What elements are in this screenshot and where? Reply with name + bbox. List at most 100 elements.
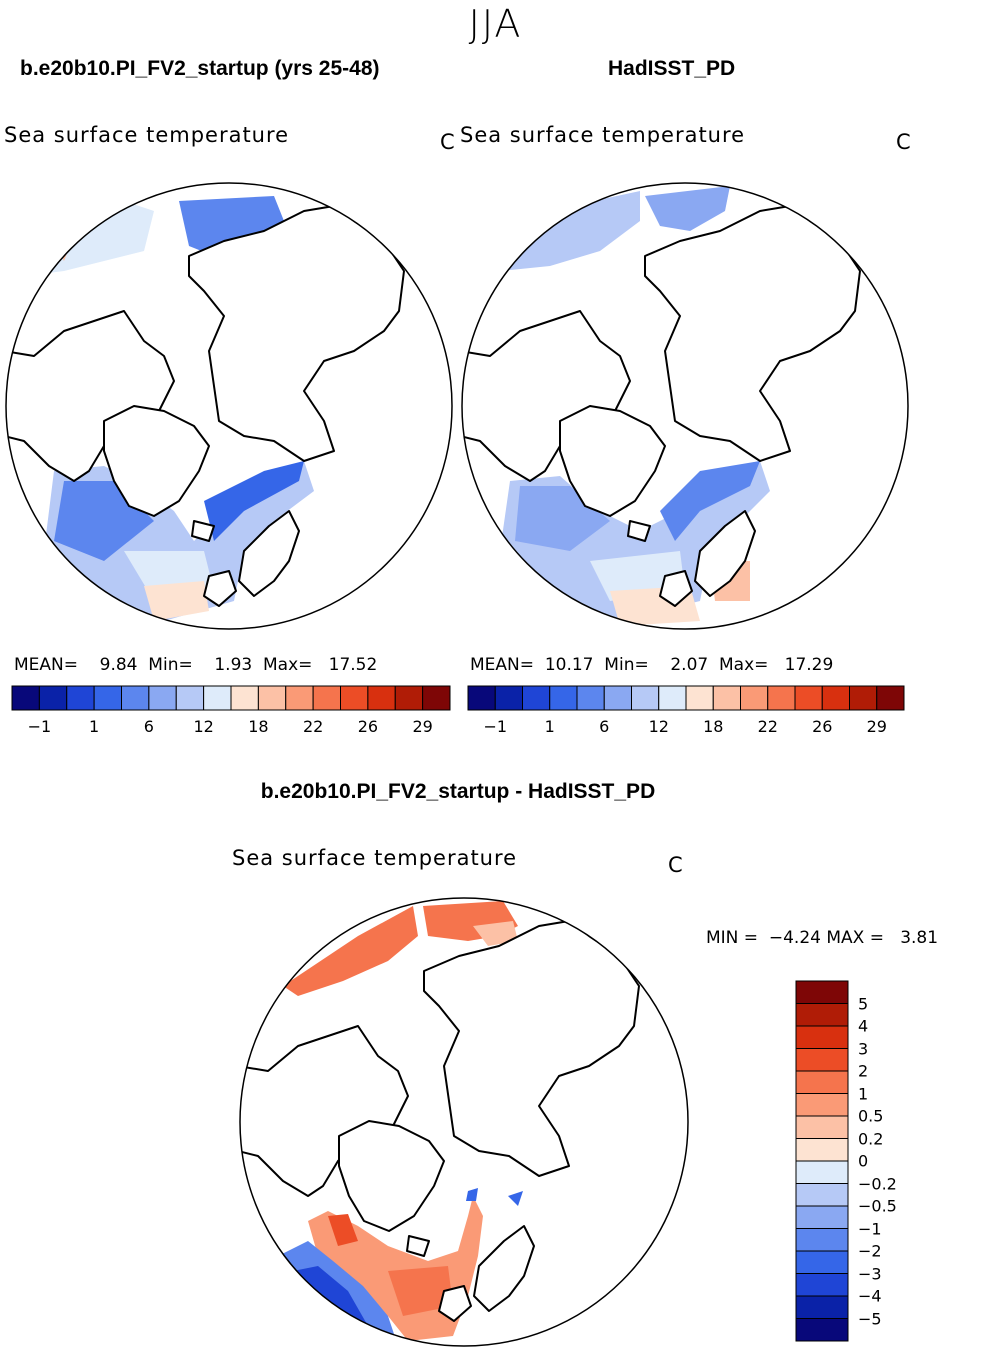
colorbar-swatch [230, 685, 259, 711]
panel1-min-value: 1.93 [214, 655, 253, 675]
colorbar-swatch [876, 685, 905, 711]
panel2-case-title: HadISST_PD [608, 57, 736, 80]
difference-colorbar-tick-label: 2 [858, 1061, 869, 1081]
panel2-pacific-sst [500, 191, 640, 271]
difference-colorbar-tick-label: 0.2 [858, 1129, 884, 1148]
panel1-mean-value: 9.84 [99, 655, 138, 675]
colorbar-swatch [794, 685, 823, 711]
colorbar-tick-label: 29 [412, 717, 433, 736]
colorbar-tick-label: 18 [248, 717, 269, 736]
colorbar-swatch [494, 685, 523, 711]
colorbar-tick-label: 6 [599, 717, 610, 736]
panel1-map-border [5, 182, 453, 630]
colorbar-swatch [522, 685, 551, 711]
colorbar-tick-label: 26 [357, 717, 379, 736]
panel1-stats: MEAN= 9.84 Min= 1.93 Max= 17.52 [14, 655, 377, 675]
difference-colorbar-swatch [795, 1003, 849, 1027]
colorbar-tick-label: 12 [648, 717, 669, 736]
difference-colorbar-swatch [795, 980, 849, 1004]
difference-colorbar-swatch [795, 1273, 849, 1297]
panel2-colorbar-ticks: −1 1 6 12 18 22 26 29 [468, 717, 904, 737]
colorbar-swatch [603, 685, 632, 711]
panel2-units: C [896, 130, 911, 154]
difference-max-label: MAX = [826, 928, 884, 948]
difference-colorbar-swatch [795, 1138, 849, 1162]
difference-min-label: MIN = [706, 928, 759, 948]
panel2-max-label: Max= [719, 655, 769, 675]
difference-colorbar-tick-label: 0.5 [858, 1106, 884, 1126]
panel2-mean-label: MEAN= [470, 655, 534, 675]
colorbar-swatch [66, 685, 95, 711]
difference-colorbar-swatch [795, 1093, 849, 1117]
panel1-mean-label: MEAN= [14, 655, 78, 675]
difference-min-value: −4.24 [768, 928, 821, 948]
difference-colorbar-swatch [795, 1228, 849, 1252]
difference-colorbar-swatch [795, 1025, 849, 1049]
colorbar-swatch [175, 685, 205, 711]
panel2-field-name: Sea surface temperature [460, 123, 746, 147]
difference-colorbar-swatch [795, 1160, 849, 1184]
difference-minmax: MIN = −4.24 MAX = 3.81 [706, 928, 938, 948]
difference-colorbar [795, 980, 849, 1342]
colorbar-swatch [467, 685, 496, 711]
colorbar-swatch [203, 685, 232, 711]
panel1-max-label: Max= [263, 655, 313, 675]
difference-colorbar-tick-label: −4 [858, 1286, 882, 1306]
colorbar-tick-label: 1 [89, 717, 100, 736]
difference-colorbar-swatch [795, 1183, 849, 1207]
colorbar-swatch [285, 685, 314, 711]
colorbar-swatch [740, 685, 769, 711]
colorbar-swatch [849, 685, 878, 711]
difference-colorbar-swatch [795, 1048, 849, 1072]
difference-colorbar-tick-label: 5 [858, 994, 869, 1013]
panel1-max-value: 17.52 [328, 655, 378, 675]
colorbar-swatch [367, 685, 396, 711]
difference-colorbar-tick-label: −0.2 [858, 1174, 897, 1193]
difference-colorbar-tick-label: 0 [858, 1151, 869, 1171]
panel1-min-label: Min= [148, 655, 193, 675]
panel2-min-label: Min= [604, 655, 649, 675]
colorbar-swatch [257, 685, 287, 711]
difference-polar-map [239, 897, 689, 1347]
colorbar-swatch [631, 685, 660, 711]
difference-colorbar-ticks: 5 4 3 2 1 0.5 0.2 0 −0.2 −0.5 −1 −2 −3 −4 −5 [858, 981, 918, 1341]
difference-colorbar-tick-label: −0.5 [858, 1196, 897, 1216]
difference-greenland [338, 1120, 445, 1232]
colorbar-swatch [767, 685, 796, 711]
colorbar-swatch [38, 685, 68, 711]
colorbar-swatch [11, 685, 40, 711]
panel1-field-name: Sea surface temperature [4, 123, 290, 147]
panel1-colorbar-ticks: −1 1 6 12 18 22 26 29 [12, 717, 450, 737]
colorbar-swatch [121, 685, 150, 711]
colorbar-swatch [148, 685, 177, 711]
difference-colorbar-swatch [795, 1250, 849, 1274]
panel1-units: C [440, 130, 455, 154]
difference-colorbar-swatch [795, 1295, 849, 1319]
colorbar-swatch [422, 685, 451, 711]
panel1-bering-sst [179, 196, 284, 256]
difference-colorbar-tick-label: 3 [858, 1039, 869, 1058]
colorbar-swatch [549, 685, 578, 711]
panel1-greenland [103, 405, 210, 517]
colorbar-tick-label: 22 [757, 717, 778, 736]
colorbar-swatch [394, 685, 424, 711]
difference-colorbar-tick-label: 4 [858, 1016, 869, 1036]
panel1-case-title: b.e20b10.PI_FV2_startup (yrs 25-48) [20, 57, 380, 80]
colorbar-tick-label: 29 [866, 717, 887, 736]
difference-max-value: 3.81 [900, 928, 939, 948]
colorbar-tick-label: 1 [544, 717, 555, 736]
difference-colorbar-swatch [795, 1205, 849, 1229]
panel2-max-value: 17.29 [784, 655, 834, 675]
difference-field-name: Sea surface temperature [232, 846, 518, 870]
panel2-colorbar [467, 685, 905, 711]
difference-colorbar-tick-label: −1 [858, 1219, 882, 1238]
panel1-colorbar [11, 685, 451, 711]
season-title: JJA [468, 2, 523, 46]
difference-colorbar-swatch [795, 1070, 849, 1094]
colorbar-swatch [93, 685, 122, 711]
colorbar-tick-label: 22 [302, 717, 324, 736]
colorbar-swatch [712, 685, 741, 711]
difference-colorbar-tick-label: −2 [858, 1241, 882, 1261]
difference-units: C [668, 853, 683, 877]
panel2-mean-value: 10.17 [544, 655, 594, 675]
